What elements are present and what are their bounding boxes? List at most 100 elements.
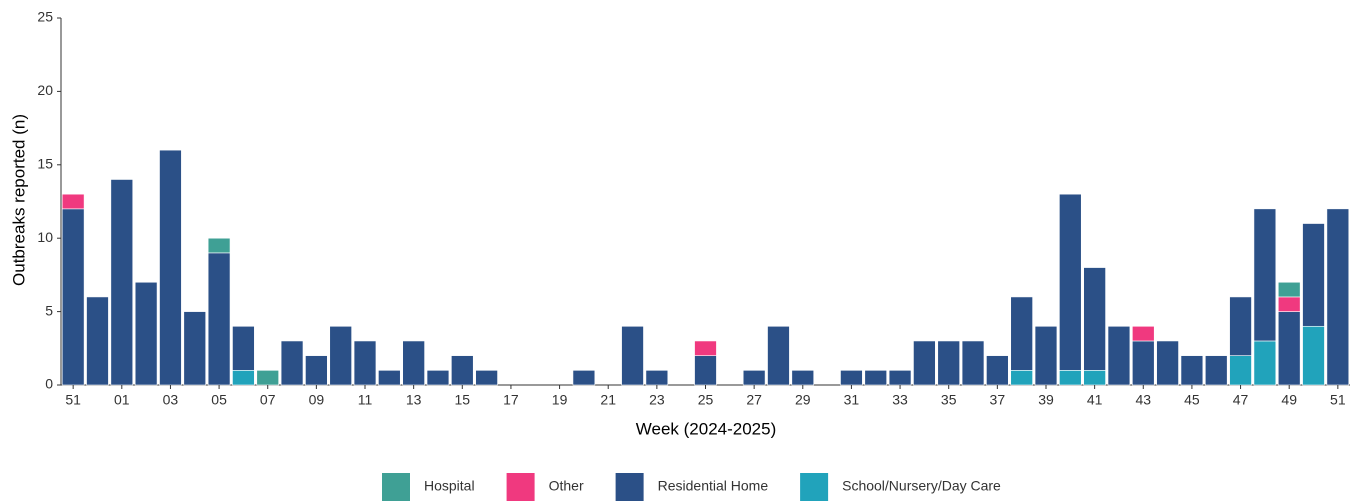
bar-segment <box>232 370 255 386</box>
bar-segment <box>256 370 279 386</box>
x-tick-label: 51 <box>65 392 81 408</box>
bar-segment <box>937 340 960 386</box>
bar-segment <box>791 370 815 386</box>
y-tick-label: 25 <box>37 9 53 25</box>
bar-segment <box>110 179 134 386</box>
legend-swatch <box>506 473 535 501</box>
bar-segment <box>572 370 596 386</box>
bar-segment <box>353 340 377 386</box>
bar-segment <box>1302 223 1325 327</box>
bar-segment <box>1059 193 1082 371</box>
y-tick-label: 5 <box>45 302 53 318</box>
x-tick-label: 35 <box>941 392 957 408</box>
legend-label: Other <box>549 478 584 494</box>
bar-segment <box>1156 340 1179 386</box>
legend-label: Hospital <box>424 478 475 494</box>
bar-segment <box>742 370 766 386</box>
legend-label: School/Nursery/Day Care <box>842 478 1001 494</box>
x-tick-label: 41 <box>1087 392 1103 408</box>
bar-segment <box>961 340 985 386</box>
legend-label: Residential Home <box>658 478 769 494</box>
x-tick-label: 47 <box>1233 392 1249 408</box>
bar-segment <box>767 325 790 386</box>
bar-segment <box>426 370 450 386</box>
bar-segment <box>1253 340 1277 386</box>
bar-segment <box>475 370 498 386</box>
bar-segment <box>1083 370 1106 386</box>
x-tick-label: 43 <box>1135 392 1151 408</box>
bar-segment <box>1132 340 1155 386</box>
x-tick-label: 09 <box>309 392 325 408</box>
bar-segment <box>1277 281 1301 298</box>
y-tick-label: 20 <box>37 82 53 98</box>
bar-segment <box>888 370 912 386</box>
x-tick-label: 07 <box>260 392 276 408</box>
bar-segment <box>1229 355 1252 386</box>
x-tick-label: 19 <box>552 392 568 408</box>
bar-segment <box>1010 296 1033 371</box>
bar-segment <box>207 237 231 254</box>
bar-segment <box>694 355 717 386</box>
bar-segment <box>1204 355 1228 386</box>
legend-swatch <box>800 473 829 501</box>
bar-segment <box>621 325 644 386</box>
bar-segment <box>61 208 85 386</box>
bar-segment <box>986 355 1009 386</box>
bar-segment <box>840 370 863 386</box>
bar-segment <box>694 340 717 356</box>
x-tick-label: 31 <box>844 392 860 408</box>
bar-segment <box>1059 370 1082 386</box>
x-tick-label: 17 <box>503 392 519 408</box>
bar-segment <box>1034 325 1058 386</box>
x-tick-label: 51 <box>1330 392 1346 408</box>
x-tick-label: 29 <box>795 392 811 408</box>
x-tick-label: 01 <box>114 392 130 408</box>
x-axis-title: Week (2024-2025) <box>636 419 777 438</box>
bar-segment <box>1010 370 1033 386</box>
bar-segment <box>86 296 109 386</box>
y-tick-label: 10 <box>37 229 53 245</box>
bar-segment <box>1107 325 1131 386</box>
x-tick-label: 03 <box>163 392 179 408</box>
x-tick-label: 49 <box>1281 392 1297 408</box>
bar-segment <box>183 311 207 386</box>
x-tick-label: 05 <box>211 392 227 408</box>
bar-segment <box>61 193 85 210</box>
bar-segment <box>329 325 352 386</box>
bar-segment <box>1302 325 1325 386</box>
x-tick-label: 25 <box>698 392 714 408</box>
x-tick-label: 15 <box>455 392 471 408</box>
bar-segment <box>864 370 887 386</box>
x-tick-label: 37 <box>990 392 1006 408</box>
bar-segment <box>134 281 158 386</box>
bar-segment <box>645 370 669 386</box>
bar-segment <box>1277 296 1301 312</box>
x-tick-label: 39 <box>1038 392 1054 408</box>
bar-segment <box>207 252 231 386</box>
x-tick-label: 13 <box>406 392 422 408</box>
bar-segment <box>378 370 401 386</box>
bar-segment <box>1083 267 1106 371</box>
y-axis-title: Outbreaks reported (n) <box>9 114 28 286</box>
bar-segment <box>1229 296 1252 356</box>
bar-segment <box>1132 325 1155 342</box>
x-tick-label: 45 <box>1184 392 1200 408</box>
bar-segment <box>232 325 255 371</box>
x-tick-label: 11 <box>358 392 373 408</box>
y-tick-label: 0 <box>45 376 53 392</box>
y-tick-label: 15 <box>37 156 53 172</box>
bar-segment <box>1277 311 1301 386</box>
x-tick-label: 27 <box>746 392 762 408</box>
x-tick-label: 23 <box>649 392 665 408</box>
x-tick-label: 33 <box>892 392 908 408</box>
legend-swatch <box>382 473 410 501</box>
bar-segment <box>913 340 936 386</box>
bar-segment <box>159 149 182 386</box>
legend-swatch <box>615 473 644 501</box>
bar-segment <box>280 340 304 386</box>
x-tick-label: 21 <box>600 392 616 408</box>
bar-segment <box>1326 208 1350 386</box>
bar-segment <box>451 355 474 386</box>
bar-segment <box>1180 355 1204 386</box>
bar-segment <box>1253 208 1277 342</box>
